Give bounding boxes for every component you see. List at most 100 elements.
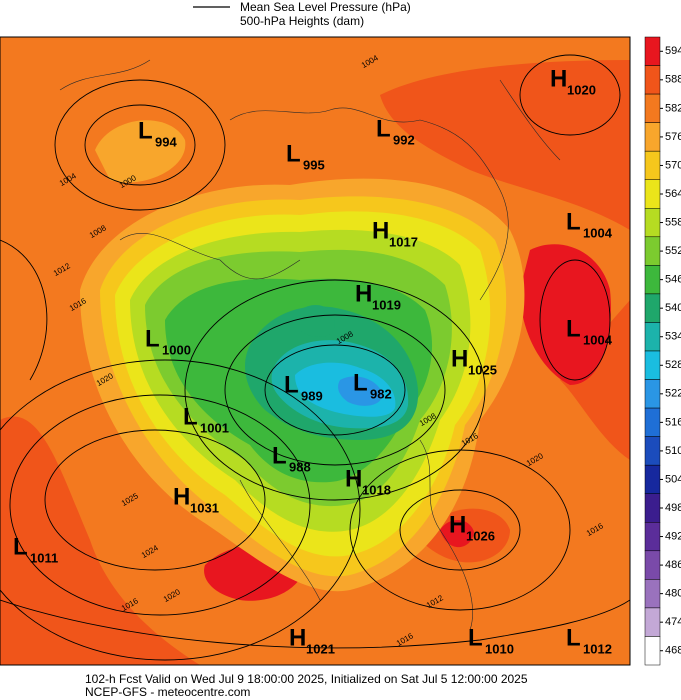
pressure-center-value: 1004: [583, 332, 613, 347]
pressure-center-letter: L: [566, 315, 581, 342]
colorbar-tick-label: 468: [665, 645, 681, 657]
isobar: [84, 104, 196, 186]
colorbar-tick-label: 576: [665, 131, 681, 143]
colorbar-tick-label: 534: [665, 331, 681, 343]
pressure-center-value: 982: [370, 386, 392, 401]
pressure-center-value: 994: [155, 134, 177, 149]
height-field-576: [95, 120, 186, 183]
colorbar-tick-label: 558: [665, 216, 681, 228]
height-field-588: [560, 300, 630, 460]
colorbar-bin: [644, 579, 661, 609]
colorbar-tick-label: 540: [665, 302, 681, 314]
colorbar-tick-label: 570: [665, 159, 681, 171]
isobar: [399, 489, 521, 571]
pressure-center-value: 988: [289, 459, 311, 474]
pressure-center-letter: H: [173, 483, 190, 510]
isobar: [264, 344, 406, 436]
colorbar-tick-label: 474: [665, 616, 681, 628]
pressure-center-letter: H: [345, 465, 362, 492]
pressure-center-value: 989: [301, 388, 323, 403]
colorbar-bin: [644, 407, 661, 437]
colorbar-bin: [644, 122, 661, 152]
isobar: [44, 429, 266, 571]
colorbar-bin: [644, 379, 661, 409]
pressure-center-value: 1000: [162, 342, 191, 357]
pressure-center-letter: H: [550, 65, 567, 92]
pressure-center-value: 1020: [567, 82, 596, 97]
colorbar-bin: [644, 436, 661, 466]
pressure-center-letter: H: [355, 280, 372, 307]
pressure-center-value: 995: [303, 157, 325, 172]
pressure-center-value: 992: [393, 132, 415, 147]
pressure-center-letter: L: [566, 208, 581, 235]
colorbar-bin: [644, 179, 661, 209]
legend-item: Mean Sea Level Pressure (hPa): [240, 0, 411, 14]
pressure-center-letter: L: [284, 371, 299, 398]
colorbar-bin: [644, 236, 661, 266]
pressure-center-letter: L: [353, 369, 368, 396]
colorbar-tick-label: 564: [665, 188, 681, 200]
pressure-center-letter: H: [289, 624, 306, 651]
colorbar-bin: [644, 607, 661, 637]
pressure-center-value: 1004: [583, 225, 613, 240]
isobar: [0, 359, 361, 661]
colorbar-bin: [644, 493, 661, 523]
height-field-594: [520, 244, 611, 385]
isobar: [349, 449, 571, 611]
colorbar-tick-label: 522: [665, 388, 681, 400]
pressure-center-letter: H: [372, 217, 389, 244]
colorbar-bin: [644, 350, 661, 380]
colorbar-bin: [644, 522, 661, 552]
colorbar-tick-label: 528: [665, 359, 681, 371]
colorbar-tick-label: 552: [665, 245, 681, 257]
coastline: [59, 59, 561, 631]
colorbar-tick-label: 510: [665, 445, 681, 457]
pressure-center-value: 1021: [306, 641, 335, 656]
pressure-center-value: 1019: [372, 297, 401, 312]
footer-text: 102-h Fcst Valid on Wed Jul 9 18:00:00 2…: [85, 672, 528, 686]
colorbar-tick-label: 516: [665, 416, 681, 428]
pressure-center-value: 1025: [468, 362, 497, 377]
colorbar-tick-label: 492: [665, 530, 681, 542]
footer-text: NCEP-GFS - meteocentre.com: [85, 685, 250, 699]
colorbar-bin: [644, 36, 661, 66]
height-field-522: [338, 376, 383, 406]
pressure-center-letter: L: [138, 117, 153, 144]
colorbar-bin: [644, 636, 661, 666]
pressure-center-letter: L: [272, 442, 287, 469]
height-field-540: [300, 305, 335, 337]
colorbar-tick-label: 486: [665, 559, 681, 571]
colorbar-bin: [644, 550, 661, 580]
colorbar-bin: [644, 208, 661, 238]
map: [0, 36, 631, 666]
colorbar-tick-label: 480: [665, 588, 681, 600]
pressure-center-value: 1011: [30, 550, 58, 565]
colorbar-tick-label: 504: [665, 473, 681, 485]
pressure-center-letter: L: [183, 403, 198, 430]
isobar: [224, 314, 446, 466]
isobar: [54, 79, 226, 211]
pressure-center-letter: L: [468, 624, 483, 651]
colorbar-bin: [644, 93, 661, 123]
pressure-center-value: 1018: [362, 482, 391, 497]
colorbar-tick-label: 582: [665, 102, 681, 114]
pressure-center-letter: L: [376, 115, 391, 142]
pressure-center-letter: L: [13, 533, 28, 560]
isobar: [539, 259, 611, 381]
height-field-594: [440, 520, 474, 548]
height-field-588: [380, 60, 630, 230]
pressure-center-value: 1026: [466, 528, 495, 543]
isobar: [184, 279, 486, 501]
pressure-center-value: 1031: [190, 500, 219, 515]
isobar: [519, 54, 621, 136]
pressure-center-value: 1012: [583, 641, 612, 656]
pressure-center-value: 1017: [389, 234, 418, 249]
colorbar-bin: [644, 464, 661, 494]
pressure-center-letter: L: [566, 624, 581, 651]
colorbar-tick-label: 588: [665, 74, 681, 86]
pressure-center-value: 1001: [200, 420, 229, 435]
pressure-center-letter: H: [449, 511, 466, 538]
legend-item: 500-hPa Heights (dam): [240, 14, 364, 28]
pressure-center-letter: L: [145, 325, 160, 352]
